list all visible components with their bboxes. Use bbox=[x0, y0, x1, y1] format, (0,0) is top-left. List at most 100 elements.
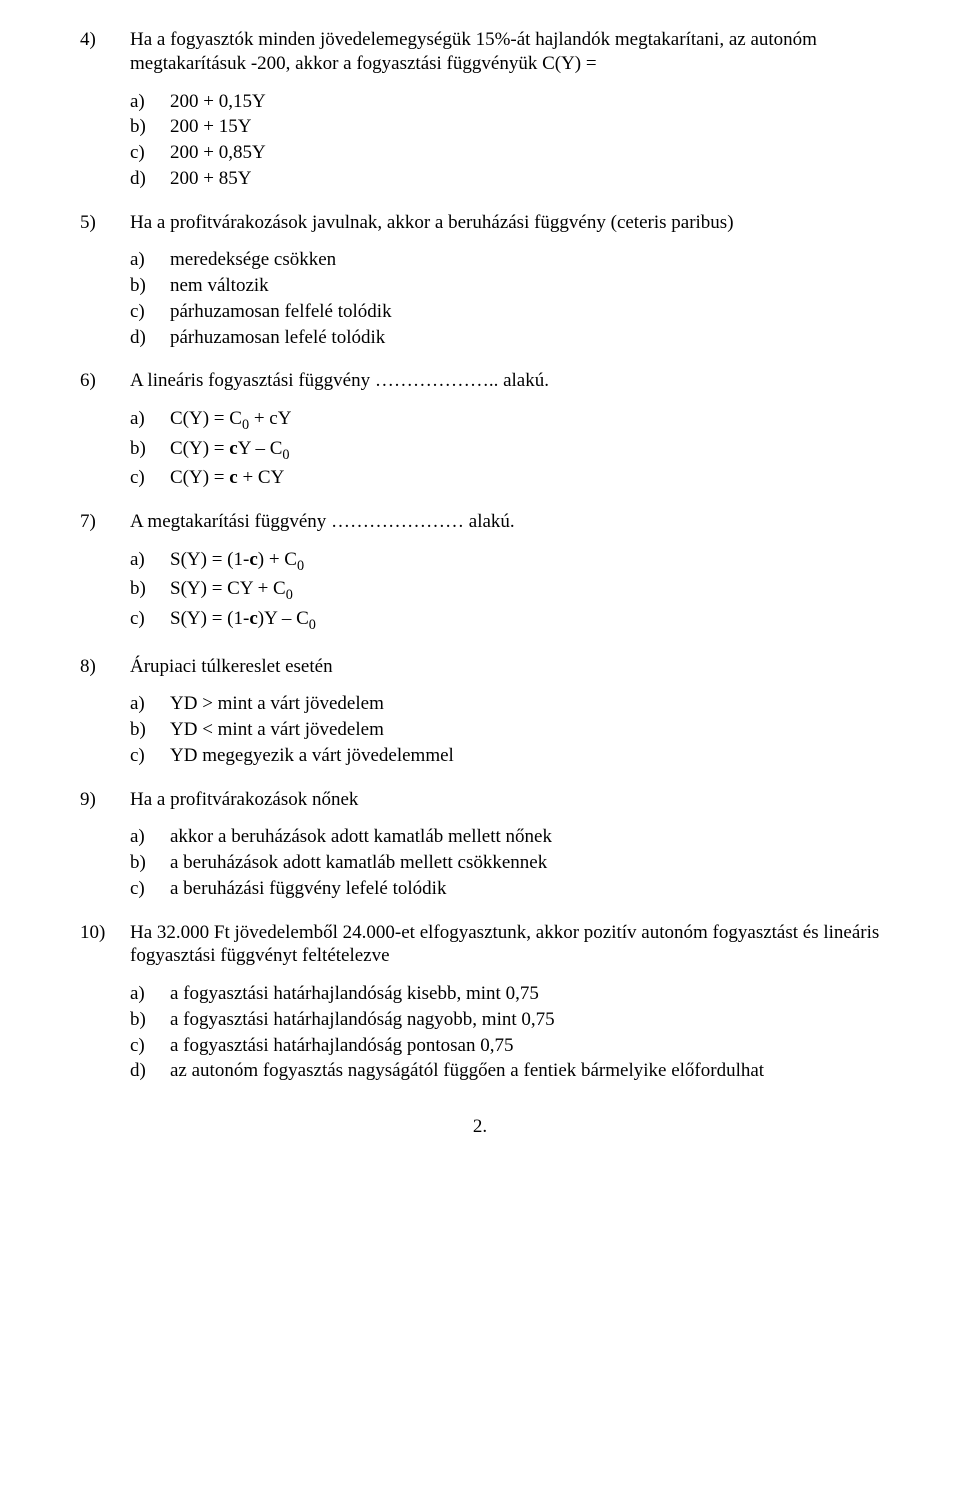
option: c)200 + 0,85Y bbox=[130, 141, 880, 165]
question-number: 6) bbox=[80, 369, 130, 492]
question-number: 8) bbox=[80, 655, 130, 770]
question: 5)Ha a profitvárakozások javulnak, akkor… bbox=[80, 211, 880, 352]
option: a)200 + 0,15Y bbox=[130, 90, 880, 114]
option-letter: c) bbox=[130, 877, 170, 901]
option-letter: c) bbox=[130, 466, 170, 490]
option-text: párhuzamosan felfelé tolódik bbox=[170, 300, 880, 324]
option-letter: a) bbox=[130, 407, 170, 435]
options-list: a)S(Y) = (1-c) + C0b)S(Y) = CY + C0c)S(Y… bbox=[130, 548, 880, 635]
option-letter: b) bbox=[130, 437, 170, 465]
question-number: 10) bbox=[80, 921, 130, 1086]
question-body: Ha a profitvárakozások nőnek a)akkor a be… bbox=[130, 788, 880, 903]
option-text: S(Y) = CY + C0 bbox=[170, 577, 880, 605]
option: a)a fogyasztási határhajlandóság kisebb,… bbox=[130, 982, 880, 1006]
option-text: 200 + 85Y bbox=[170, 167, 880, 191]
question: 8)Árupiaci túlkereslet esetén a)YD > mint… bbox=[80, 655, 880, 770]
option: a)meredeksége csökken bbox=[130, 248, 880, 272]
option-text: 200 + 15Y bbox=[170, 115, 880, 139]
option-letter: a) bbox=[130, 982, 170, 1006]
option: d)párhuzamosan lefelé tolódik bbox=[130, 326, 880, 350]
option: a)C(Y) = C0 + cY bbox=[130, 407, 880, 435]
option: a)S(Y) = (1-c) + C0 bbox=[130, 548, 880, 576]
option-letter: c) bbox=[130, 744, 170, 768]
question-stem: Ha a fogyasztók minden jövedelemegységük… bbox=[130, 28, 880, 76]
option: c)párhuzamosan felfelé tolódik bbox=[130, 300, 880, 324]
option-letter: c) bbox=[130, 300, 170, 324]
option: c)C(Y) = c + CY bbox=[130, 466, 880, 490]
option: b)a beruházások adott kamatláb mellett c… bbox=[130, 851, 880, 875]
question-stem: A megtakarítási függvény ………………… alakú. bbox=[130, 510, 880, 534]
question-number: 7) bbox=[80, 510, 130, 637]
option-letter: d) bbox=[130, 1059, 170, 1083]
option-letter: b) bbox=[130, 1008, 170, 1032]
question-number: 5) bbox=[80, 211, 130, 352]
option-text: a beruházási függvény lefelé tolódik bbox=[170, 877, 880, 901]
option-letter: b) bbox=[130, 718, 170, 742]
options-list: a)YD > mint a várt jövedelemb)YD < mint … bbox=[130, 692, 880, 767]
option-text: C(Y) = C0 + cY bbox=[170, 407, 880, 435]
option-text: C(Y) = cY – C0 bbox=[170, 437, 880, 465]
options-list: a)akkor a beruházások adott kamatláb mel… bbox=[130, 825, 880, 900]
question-number: 4) bbox=[80, 28, 130, 193]
option-text: YD megegyezik a várt jövedelemmel bbox=[170, 744, 880, 768]
question: 9)Ha a profitvárakozások nőnek a)akkor a … bbox=[80, 788, 880, 903]
question-body: Ha a fogyasztók minden jövedelemegységük… bbox=[130, 28, 880, 193]
question: 4)Ha a fogyasztók minden jövedelemegység… bbox=[80, 28, 880, 193]
option: c)a beruházási függvény lefelé tolódik bbox=[130, 877, 880, 901]
option-letter: a) bbox=[130, 692, 170, 716]
question-body: Ha 32.000 Ft jövedelemből 24.000-et elfo… bbox=[130, 921, 880, 1086]
option-text: 200 + 0,85Y bbox=[170, 141, 880, 165]
option-text: S(Y) = (1-c)Y – C0 bbox=[170, 607, 880, 635]
option-text: S(Y) = (1-c) + C0 bbox=[170, 548, 880, 576]
question: 10)Ha 32.000 Ft jövedelemből 24.000-et e… bbox=[80, 921, 880, 1086]
option-letter: a) bbox=[130, 548, 170, 576]
option-letter: b) bbox=[130, 851, 170, 875]
question: 7)A megtakarítási függvény ………………… alakú… bbox=[80, 510, 880, 637]
option-text: meredeksége csökken bbox=[170, 248, 880, 272]
option-text: az autonóm fogyasztás nagyságától függőe… bbox=[170, 1059, 880, 1083]
question-stem: A lineáris fogyasztási függvény ………………..… bbox=[130, 369, 880, 393]
option-letter: c) bbox=[130, 1034, 170, 1058]
question-stem: Ha a profitvárakozások nőnek bbox=[130, 788, 880, 812]
option: b)a fogyasztási határhajlandóság nagyobb… bbox=[130, 1008, 880, 1032]
option: a)YD > mint a várt jövedelem bbox=[130, 692, 880, 716]
option-text: C(Y) = c + CY bbox=[170, 466, 880, 490]
option: b)YD < mint a várt jövedelem bbox=[130, 718, 880, 742]
options-list: a)a fogyasztási határhajlandóság kisebb,… bbox=[130, 982, 880, 1083]
option: c)S(Y) = (1-c)Y – C0 bbox=[130, 607, 880, 635]
option: c)a fogyasztási határhajlandóság pontosa… bbox=[130, 1034, 880, 1058]
option-letter: c) bbox=[130, 141, 170, 165]
option-letter: b) bbox=[130, 274, 170, 298]
options-list: a)meredeksége csökkenb)nem változikc)pár… bbox=[130, 248, 880, 349]
option: b)nem változik bbox=[130, 274, 880, 298]
questions-list: 4)Ha a fogyasztók minden jövedelemegység… bbox=[80, 28, 880, 1085]
option: b)200 + 15Y bbox=[130, 115, 880, 139]
option-text: a fogyasztási határhajlandóság nagyobb, … bbox=[170, 1008, 880, 1032]
option-text: a fogyasztási határhajlandóság pontosan … bbox=[170, 1034, 880, 1058]
option: a)akkor a beruházások adott kamatláb mel… bbox=[130, 825, 880, 849]
option: c)YD megegyezik a várt jövedelemmel bbox=[130, 744, 880, 768]
question-stem: Ha 32.000 Ft jövedelemből 24.000-et elfo… bbox=[130, 921, 880, 969]
option-letter: d) bbox=[130, 167, 170, 191]
option-text: YD > mint a várt jövedelem bbox=[170, 692, 880, 716]
option-letter: b) bbox=[130, 577, 170, 605]
question: 6)A lineáris fogyasztási függvény ………………… bbox=[80, 369, 880, 492]
option: d)az autonóm fogyasztás nagyságától függ… bbox=[130, 1059, 880, 1083]
question-number: 9) bbox=[80, 788, 130, 903]
option: d)200 + 85Y bbox=[130, 167, 880, 191]
option-text: 200 + 0,15Y bbox=[170, 90, 880, 114]
options-list: a)200 + 0,15Yb)200 + 15Yc)200 + 0,85Yd)2… bbox=[130, 90, 880, 191]
option-letter: a) bbox=[130, 248, 170, 272]
option-text: párhuzamosan lefelé tolódik bbox=[170, 326, 880, 350]
option: b)S(Y) = CY + C0 bbox=[130, 577, 880, 605]
question-body: Árupiaci túlkereslet esetén a)YD > mint a… bbox=[130, 655, 880, 770]
option-letter: a) bbox=[130, 825, 170, 849]
option-text: nem változik bbox=[170, 274, 880, 298]
option-letter: d) bbox=[130, 326, 170, 350]
question-stem: Árupiaci túlkereslet esetén bbox=[130, 655, 880, 679]
question-body: A lineáris fogyasztási függvény ………………..… bbox=[130, 369, 880, 492]
page-number: 2. bbox=[80, 1115, 880, 1139]
option-letter: a) bbox=[130, 90, 170, 114]
option-text: a beruházások adott kamatláb mellett csö… bbox=[170, 851, 880, 875]
options-list: a)C(Y) = C0 + cYb)C(Y) = cY – C0c)C(Y) =… bbox=[130, 407, 880, 490]
